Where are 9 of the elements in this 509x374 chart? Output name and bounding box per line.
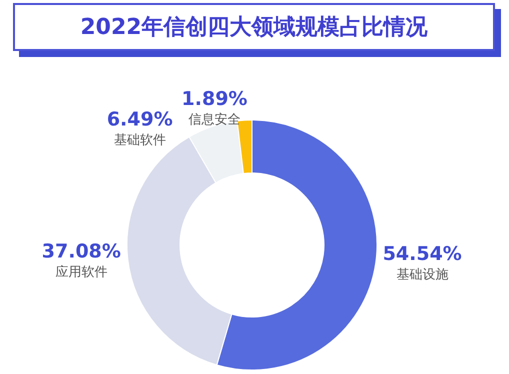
data-label: 54.54% xyxy=(382,243,462,266)
slice-label: 应用软件 xyxy=(55,264,108,280)
slice-label: 基础软件 xyxy=(114,133,166,148)
slice-label: 信息安全 xyxy=(188,112,241,128)
chart-title: 2022年信创四大领域规模占比情况 xyxy=(13,3,495,51)
data-label: 37.08% xyxy=(42,240,121,262)
data-label: 1.89% xyxy=(182,88,248,110)
slice-label: 基础设施 xyxy=(396,268,448,283)
data-label: 6.49% xyxy=(106,108,173,131)
